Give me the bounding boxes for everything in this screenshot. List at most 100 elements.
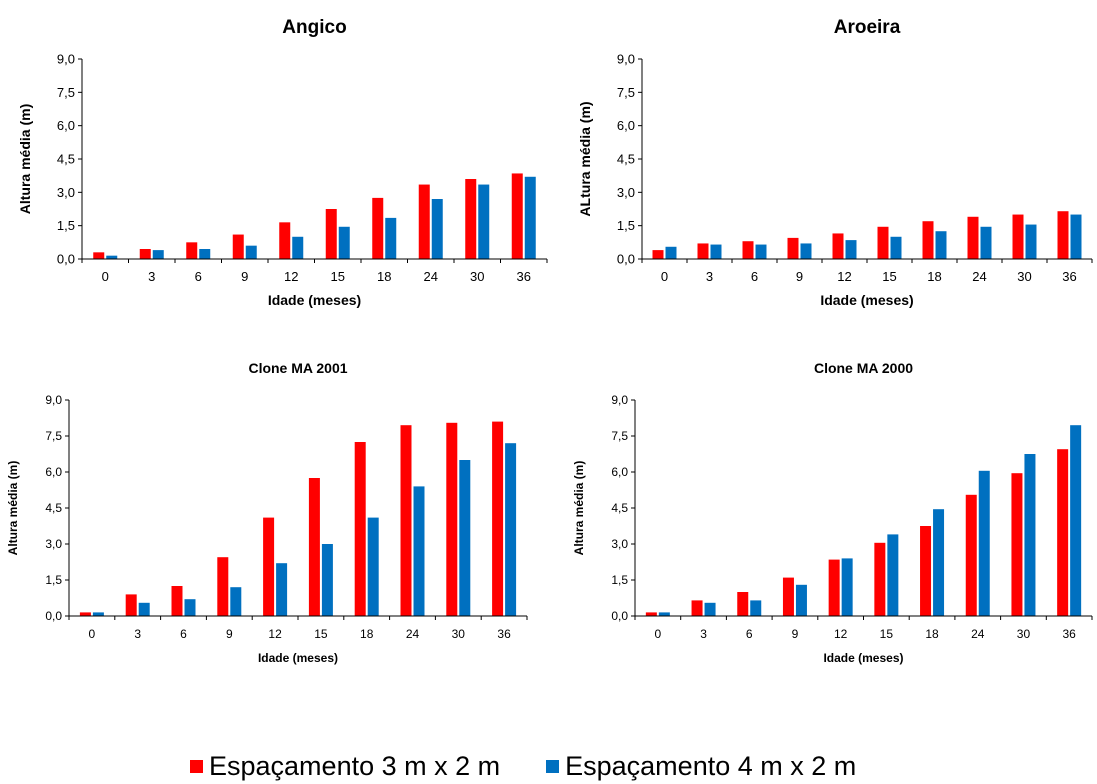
x-tick-label: 3 bbox=[148, 269, 155, 284]
bar-series-a-30 bbox=[446, 422, 458, 616]
x-tick-label: 18 bbox=[925, 627, 939, 641]
x-tick-label: 0 bbox=[89, 627, 96, 641]
x-tick-label: 3 bbox=[706, 269, 713, 284]
y-tick-label: 3,0 bbox=[617, 185, 635, 200]
y-tick-label: 3,0 bbox=[611, 537, 628, 551]
bar-series-a-3 bbox=[697, 243, 709, 259]
bar-series-b-24 bbox=[980, 226, 992, 259]
x-tick-label: 9 bbox=[796, 269, 803, 284]
x-tick-label: 18 bbox=[360, 627, 374, 641]
bar-series-a-18 bbox=[922, 221, 934, 259]
bar-series-b-6 bbox=[199, 249, 211, 259]
bar-series-b-6 bbox=[750, 600, 762, 616]
chart-title: Angico bbox=[282, 17, 346, 38]
x-tick-label: 15 bbox=[314, 627, 328, 641]
x-tick-label: 12 bbox=[837, 269, 851, 284]
bar-series-b-9 bbox=[800, 243, 812, 259]
x-tick-label: 24 bbox=[971, 627, 985, 641]
x-tick-label: 6 bbox=[746, 627, 753, 641]
x-tick-label: 6 bbox=[751, 269, 758, 284]
x-tick-label: 15 bbox=[882, 269, 896, 284]
bar-series-a-3 bbox=[139, 249, 151, 259]
bar-series-a-12 bbox=[279, 222, 291, 259]
bar-series-b-36 bbox=[505, 443, 517, 616]
y-tick-label: 0,0 bbox=[617, 252, 635, 267]
bar-series-a-0 bbox=[93, 252, 105, 259]
bar-series-b-18 bbox=[367, 517, 379, 616]
bar-series-a-30 bbox=[1011, 473, 1023, 616]
legend-label-series-a: Espaçamento 3 m x 2 m bbox=[209, 751, 501, 781]
bar-series-b-0 bbox=[665, 246, 677, 259]
bar-series-a-6 bbox=[742, 241, 754, 259]
x-axis-label: Idade (meses) bbox=[820, 292, 913, 308]
x-tick-label: 6 bbox=[195, 269, 202, 284]
x-tick-label: 15 bbox=[331, 269, 345, 284]
y-tick-label: 7,5 bbox=[617, 85, 635, 100]
x-tick-label: 36 bbox=[1062, 269, 1076, 284]
y-axis-label: Altura média (m) bbox=[6, 461, 20, 556]
bar-series-a-0 bbox=[652, 250, 664, 259]
x-tick-label: 3 bbox=[700, 627, 707, 641]
bar-series-b-15 bbox=[890, 236, 902, 259]
y-tick-label: 9,0 bbox=[45, 393, 62, 407]
y-axis-label: Altura média (m) bbox=[572, 461, 586, 556]
bar-series-b-30 bbox=[459, 460, 471, 616]
bar-series-b-12 bbox=[276, 563, 288, 616]
bar-series-b-18 bbox=[385, 217, 397, 259]
x-tick-label: 30 bbox=[1017, 269, 1031, 284]
bar-series-a-18 bbox=[372, 197, 384, 259]
bar-series-a-9 bbox=[787, 237, 799, 259]
bar-series-a-36 bbox=[1057, 211, 1069, 259]
bar-series-b-0 bbox=[106, 255, 118, 259]
bar-series-a-15 bbox=[874, 542, 886, 616]
bar-series-a-0 bbox=[79, 612, 91, 616]
bar-series-b-15 bbox=[321, 544, 333, 616]
y-tick-label: 7,5 bbox=[57, 85, 75, 100]
legend-swatch-series-a bbox=[190, 759, 203, 773]
y-tick-label: 9,0 bbox=[611, 393, 628, 407]
bar-series-a-18 bbox=[354, 442, 366, 616]
bar-series-b-36 bbox=[1070, 214, 1082, 259]
bar-series-a-3 bbox=[125, 594, 137, 616]
bar-series-b-24 bbox=[413, 486, 425, 616]
y-tick-label: 4,5 bbox=[617, 152, 635, 167]
bar-series-a-9 bbox=[217, 557, 229, 616]
bar-series-a-24 bbox=[965, 494, 977, 616]
bar-series-b-3 bbox=[710, 244, 722, 259]
x-tick-label: 36 bbox=[517, 269, 531, 284]
bar-series-a-15 bbox=[877, 226, 889, 259]
x-axis-label: Idade (meses) bbox=[268, 292, 361, 308]
bar-series-b-0 bbox=[92, 612, 104, 616]
x-tick-label: 12 bbox=[284, 269, 298, 284]
bar-series-a-3 bbox=[691, 600, 703, 616]
bar-series-a-9 bbox=[782, 577, 794, 616]
y-tick-label: 4,5 bbox=[57, 152, 75, 167]
bar-series-b-30 bbox=[1025, 224, 1037, 259]
bar-series-a-9 bbox=[232, 234, 244, 259]
x-tick-label: 9 bbox=[226, 627, 233, 641]
bar-series-a-12 bbox=[263, 517, 275, 616]
bar-series-b-18 bbox=[935, 231, 947, 259]
bar-series-b-15 bbox=[338, 226, 350, 259]
bar-series-b-9 bbox=[245, 245, 257, 259]
x-tick-label: 24 bbox=[972, 269, 986, 284]
x-tick-label: 24 bbox=[424, 269, 438, 284]
bar-series-b-36 bbox=[1070, 425, 1082, 616]
bar-series-b-12 bbox=[841, 558, 853, 616]
legend-item-series-a: Espaçamento 3 m x 2 m bbox=[190, 751, 500, 781]
y-tick-label: 3,0 bbox=[57, 185, 75, 200]
bar-series-a-30 bbox=[465, 179, 477, 259]
bar-series-b-24 bbox=[431, 199, 443, 259]
legend: Espaçamento 3 m x 2 m Espaçamento 4 m x … bbox=[190, 748, 950, 784]
y-tick-label: 7,5 bbox=[45, 429, 62, 443]
legend-label-series-b: Espaçamento 4 m x 2 m bbox=[565, 751, 857, 781]
x-tick-label: 0 bbox=[661, 269, 668, 284]
y-tick-label: 6,0 bbox=[611, 465, 628, 479]
bar-series-a-6 bbox=[186, 242, 198, 259]
bar-series-b-3 bbox=[152, 250, 164, 259]
bar-series-a-15 bbox=[308, 478, 320, 616]
